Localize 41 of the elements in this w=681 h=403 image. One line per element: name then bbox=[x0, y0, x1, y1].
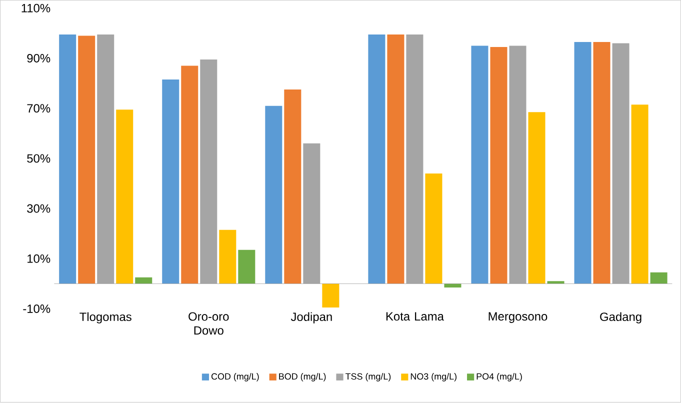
bar bbox=[574, 42, 592, 284]
bar bbox=[425, 174, 442, 284]
bar bbox=[368, 34, 386, 284]
x-tick-label: Kota Lama bbox=[386, 312, 444, 321]
bar bbox=[219, 230, 236, 284]
x-tick-label: Tlogomas bbox=[80, 312, 132, 324]
bar bbox=[528, 112, 546, 284]
x-tick-label: Mergosono bbox=[488, 312, 548, 324]
y-tick-label: 50% bbox=[27, 154, 50, 163]
bar bbox=[238, 250, 256, 284]
bar bbox=[322, 284, 340, 308]
legend-label: PO4 (mg/L) bbox=[476, 373, 522, 382]
y-tick-label: -10% bbox=[23, 304, 50, 314]
bar bbox=[181, 66, 198, 284]
bar bbox=[650, 272, 668, 284]
bar bbox=[490, 47, 508, 284]
x-tick-label: Jodipan bbox=[290, 312, 332, 324]
y-tick-label: 10% bbox=[28, 254, 50, 264]
bar bbox=[284, 90, 302, 284]
x-tick-label: Oro-oro Dowo bbox=[188, 312, 229, 335]
y-tick-label: 30% bbox=[27, 204, 50, 213]
bar bbox=[265, 106, 282, 284]
y-tick-label: 110% bbox=[22, 4, 50, 13]
bar bbox=[78, 36, 96, 284]
x-tick-label: Gadang bbox=[600, 312, 642, 324]
legend-label: NO3 (mg/L) bbox=[410, 373, 456, 382]
bar bbox=[116, 110, 134, 284]
legend-label: BOD (mg/L) bbox=[279, 373, 326, 382]
bar bbox=[631, 104, 648, 284]
legend-label: TSS (mg/L) bbox=[346, 373, 391, 382]
y-tick-label: 90% bbox=[27, 54, 50, 63]
bar bbox=[387, 34, 404, 284]
bar bbox=[162, 80, 180, 284]
bar bbox=[135, 278, 152, 284]
bar bbox=[444, 284, 462, 288]
bar bbox=[547, 281, 564, 284]
legend-label: COD (mg/L) bbox=[211, 373, 259, 382]
bar bbox=[593, 42, 610, 284]
y-tick-label: 70% bbox=[27, 104, 50, 113]
bar bbox=[59, 34, 76, 284]
bar bbox=[471, 46, 488, 284]
